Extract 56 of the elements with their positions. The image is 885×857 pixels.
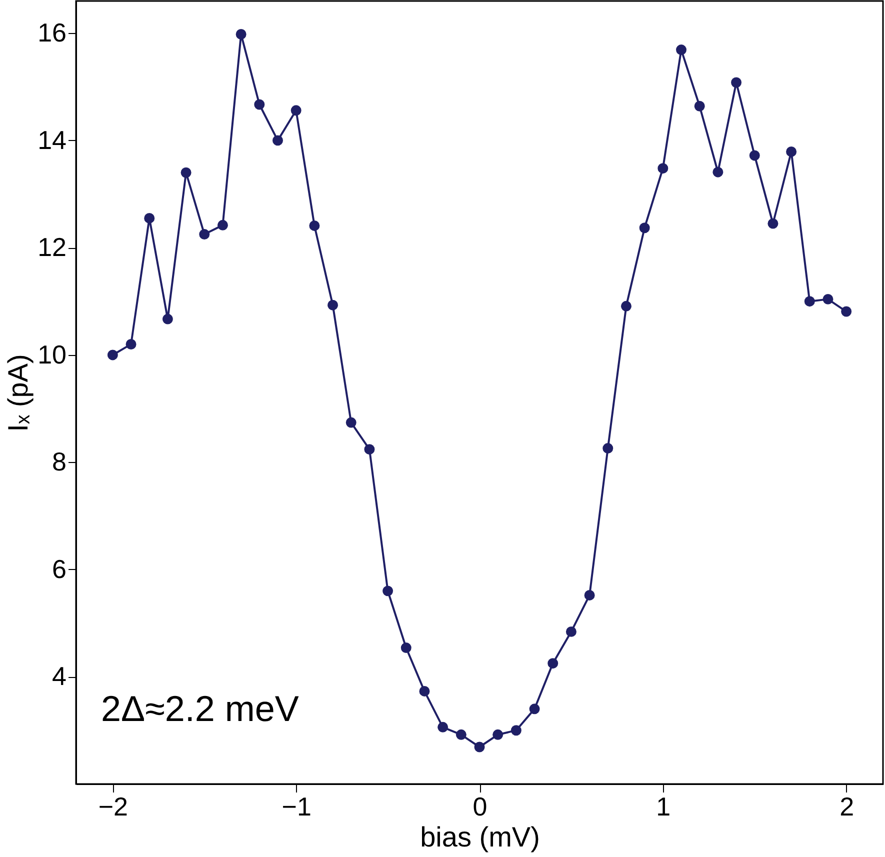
point (364, 444, 375, 455)
x-tick-label: −1 (282, 792, 312, 822)
point (400, 642, 412, 654)
y-tick-label: 14 (38, 124, 66, 155)
point (474, 742, 485, 752)
point (272, 135, 283, 146)
point (658, 163, 668, 174)
x-tick-label: −2 (98, 792, 128, 822)
point (712, 166, 724, 178)
point (126, 339, 136, 350)
point (676, 44, 686, 56)
point (180, 167, 192, 178)
point (731, 77, 742, 88)
point (822, 294, 834, 304)
point (328, 300, 338, 310)
annotation: 2Δ≈2.2 meV (101, 688, 299, 729)
point (162, 314, 173, 324)
point (309, 220, 320, 231)
point (290, 105, 302, 116)
point (749, 150, 760, 161)
point (254, 99, 265, 110)
point (584, 590, 595, 600)
point (620, 300, 632, 312)
x-tick-label: 1 (656, 792, 671, 822)
y-tick-label: 8 (52, 446, 66, 477)
point (419, 686, 430, 696)
point (510, 725, 522, 736)
point (566, 626, 576, 637)
point (768, 218, 778, 229)
point (602, 443, 614, 454)
y-axis-title: Iₓ (pA) (2, 354, 34, 432)
y-tick-label: 16 (38, 18, 66, 48)
point (548, 658, 558, 669)
y-tick-label: 12 (38, 232, 66, 262)
point (438, 722, 448, 732)
point (804, 296, 815, 307)
point (529, 704, 540, 714)
point (639, 222, 650, 234)
y-tick-label: 6 (52, 554, 66, 584)
x-tick-label: 2 (840, 792, 854, 822)
point (841, 306, 852, 317)
point (346, 417, 356, 428)
point (199, 229, 210, 240)
point (236, 29, 246, 40)
point (217, 220, 228, 230)
x-axis-title: bias (mV) (420, 822, 540, 852)
point (107, 350, 118, 360)
y-tick-label: 10 (38, 339, 66, 370)
point (144, 212, 155, 224)
point (492, 729, 504, 740)
point (694, 100, 705, 112)
point (456, 729, 466, 740)
point (382, 586, 394, 596)
y-tick-label: 4 (52, 661, 66, 692)
point (786, 146, 797, 157)
x-tick-label: 0 (472, 792, 488, 822)
